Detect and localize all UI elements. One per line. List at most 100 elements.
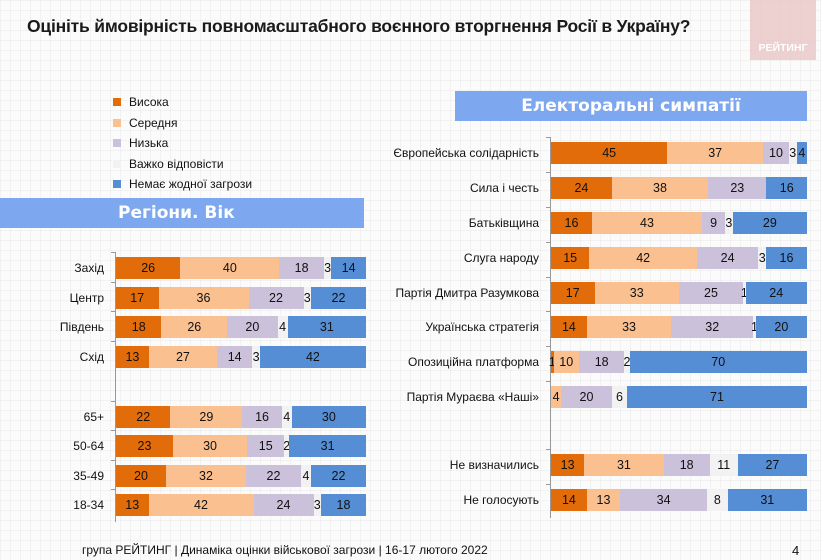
bar-segment-hard: 1 xyxy=(740,282,748,304)
data-label: 22 xyxy=(331,469,346,483)
stacked-bar: 20 32 22 4 22 xyxy=(116,465,366,487)
data-label: 11 xyxy=(717,458,731,472)
page-title: Оцініть ймовірність повномасштабного воє… xyxy=(27,16,691,36)
axis-tick xyxy=(546,277,551,278)
data-label: 42 xyxy=(194,498,208,512)
data-label: 33 xyxy=(629,286,644,300)
data-label: 3 xyxy=(324,261,332,275)
data-label: 4 xyxy=(279,320,287,334)
category-label: 18-34 xyxy=(73,498,104,512)
stacked-bar: 23 30 15 2 31 xyxy=(116,435,366,457)
category-label: 35-49 xyxy=(73,469,104,483)
bar-segment-low: 10 xyxy=(763,142,789,164)
legend-item: Немає жодної загрози xyxy=(113,174,252,195)
section-header-regions-age: Регіони. Вік xyxy=(0,198,364,228)
axis-tick xyxy=(111,460,116,461)
axis-tick xyxy=(546,207,551,208)
axis-tick xyxy=(111,489,116,490)
data-label: 13 xyxy=(596,493,611,507)
bar-segment-hard: 3 xyxy=(725,212,733,234)
data-label: 14 xyxy=(227,350,242,364)
stacked-bar: 18 26 20 4 31 xyxy=(116,316,366,338)
category-label: Сила і честь xyxy=(469,181,539,195)
stacked-bar: 17 33 25 1 24 xyxy=(551,282,807,304)
stacked-bar: 14 13 34 8 31 xyxy=(551,489,807,511)
bar-segment-hard: 4 xyxy=(301,465,311,487)
bar-segment-low: 23 xyxy=(708,177,767,199)
data-label: 31 xyxy=(320,439,335,453)
data-label: 23 xyxy=(137,439,152,453)
bar-segment-medium: 43 xyxy=(591,212,703,234)
data-label: 20 xyxy=(579,390,594,404)
data-label: 3 xyxy=(303,291,311,305)
stacked-bar: 4 20 6 71 xyxy=(551,386,807,408)
bar-segment-none: 24 xyxy=(745,282,807,304)
bar-segment-medium: 29 xyxy=(170,406,243,428)
bar-segment-none: 71 xyxy=(627,386,807,408)
data-label: 70 xyxy=(711,355,726,369)
data-label: 13 xyxy=(125,498,140,512)
data-label: 31 xyxy=(760,493,775,507)
axis-tick xyxy=(546,172,551,173)
bar-segment-medium: 32 xyxy=(166,465,246,487)
data-label: 71 xyxy=(710,390,724,404)
data-label: 22 xyxy=(266,469,281,483)
bar-segment-none: 27 xyxy=(737,454,807,476)
bar-segment-none: 14 xyxy=(331,257,366,279)
data-label: 18 xyxy=(294,261,309,275)
chart-legend: Висока Середня Низька Важко відповісти Немає… xyxy=(113,92,252,195)
bar-segment-medium: 30 xyxy=(172,435,248,457)
bar-segment-low: 22 xyxy=(246,465,301,487)
data-label: 29 xyxy=(199,410,214,424)
bar-segment-none: 20 xyxy=(755,316,807,338)
legend-swatch xyxy=(113,180,121,189)
category-label: Європейська солідарність xyxy=(393,146,539,160)
data-label: 8 xyxy=(713,493,721,507)
section-header-electoral: Електоральні симпатії xyxy=(455,91,807,121)
bar-segment-medium: 4 xyxy=(551,386,562,408)
category-label: Центр xyxy=(69,291,104,305)
bar-segment-low: 15 xyxy=(247,435,285,457)
data-label: 30 xyxy=(321,410,336,424)
bar-segment-high: 13 xyxy=(116,346,149,368)
bar-segment-low: 14 xyxy=(217,346,253,368)
bar-segment-high: 45 xyxy=(551,142,668,164)
bar-segment-high: 18 xyxy=(116,316,162,338)
bar-segment-hard: 2 xyxy=(283,435,290,457)
bar-segment-high: 13 xyxy=(116,494,149,516)
stacked-bar: 13 31 18 11 27 xyxy=(551,454,807,476)
legend-item: Середня xyxy=(113,113,252,134)
data-label: 15 xyxy=(563,251,578,265)
axis-tick xyxy=(111,282,116,283)
bar-segment-medium: 42 xyxy=(148,494,254,516)
bar-segment-low: 24 xyxy=(253,494,314,516)
brand-logo-text: РЕЙТИНГ xyxy=(758,42,808,54)
bar-segment-low: 24 xyxy=(696,247,759,269)
data-label: 30 xyxy=(203,439,217,453)
data-label: 29 xyxy=(762,216,777,230)
data-label: 1 xyxy=(740,286,748,300)
bar-segment-high: 24 xyxy=(551,177,612,199)
legend-label: Середня xyxy=(129,115,178,130)
category-label: Партія Мураєва «Наші» xyxy=(406,390,539,404)
data-label: 31 xyxy=(616,458,631,472)
legend-label: Немає жодної загрози xyxy=(129,177,253,192)
bar-segment-hard: 3 xyxy=(252,346,260,368)
data-label: 40 xyxy=(222,261,237,275)
bar-segment-high: 14 xyxy=(551,489,587,511)
data-label: 17 xyxy=(130,291,145,305)
stacked-bar: 45 37 10 3 4 xyxy=(551,142,807,164)
bar-segment-low: 20 xyxy=(561,386,612,408)
data-label: 24 xyxy=(574,181,589,195)
data-label: 31 xyxy=(319,320,334,334)
stacked-bar: 26 40 18 3 14 xyxy=(116,257,366,279)
data-label: 24 xyxy=(769,286,784,300)
data-label: 26 xyxy=(187,320,202,334)
data-label: 23 xyxy=(730,181,745,195)
category-label: Не визначились xyxy=(449,458,539,472)
bar-segment-none: 22 xyxy=(311,287,366,309)
bar-segment-medium: 10 xyxy=(553,351,579,373)
data-label: 33 xyxy=(622,320,637,334)
bar-segment-none: 31 xyxy=(287,316,366,338)
data-label: 24 xyxy=(720,251,735,265)
